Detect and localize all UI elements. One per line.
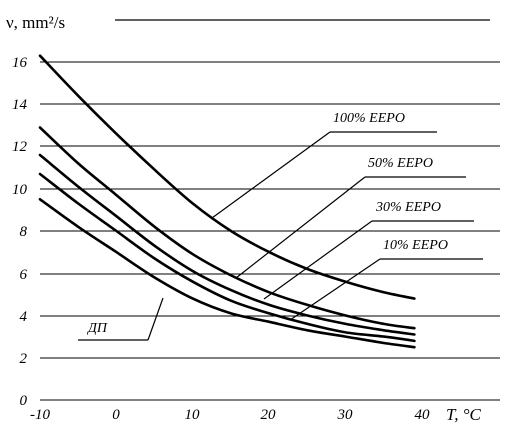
series-label-dp: ДП <box>86 321 108 336</box>
x-tick-label: -10 <box>30 407 50 423</box>
series-line-30-eepo <box>38 153 416 336</box>
y-tick-label: 2 <box>20 351 28 367</box>
label-layer: 100% EEPO 50% EEPO 30% EEPO 10% EEPO ДП <box>78 111 483 341</box>
y-tick-label: 0 <box>20 393 28 409</box>
label-leader-10-eepo <box>289 258 381 321</box>
label-leader-100-eepo <box>211 131 331 219</box>
label-leader-dp <box>147 297 164 341</box>
series-label-10-eepo: 10% EEPO <box>383 238 448 253</box>
x-axis-title: T, °C <box>446 405 481 424</box>
x-tick-label: 10 <box>185 407 201 423</box>
series-line-100-eepo <box>38 54 416 300</box>
y-tick-label: 4 <box>20 309 28 325</box>
label-leader-30-eepo <box>263 220 373 300</box>
y-tick-label: 6 <box>20 267 28 283</box>
series-line-dp <box>38 198 416 349</box>
series-line-10-eepo <box>38 172 416 343</box>
y-tick-label: 16 <box>12 55 28 71</box>
series-line-50-eepo <box>38 126 416 330</box>
x-tick-label: 30 <box>337 407 354 423</box>
series-label-30-eepo: 30% EEPO <box>375 200 441 215</box>
y-axis-title: ν, mm²/s <box>6 13 65 32</box>
label-leader-50-eepo <box>235 176 366 279</box>
line-layer <box>38 54 416 349</box>
grid-layer <box>40 19 500 401</box>
series-label-50-eepo: 50% EEPO <box>368 156 433 171</box>
y-tick-label: 12 <box>12 139 28 155</box>
y-tick-label: 8 <box>20 224 28 240</box>
x-tick-label: 0 <box>112 407 120 423</box>
y-tick-label: 10 <box>12 182 28 198</box>
series-label-100-eepo: 100% EEPO <box>333 111 405 126</box>
x-tick-label: 40 <box>415 407 431 423</box>
x-tick-label: 20 <box>261 407 277 423</box>
y-tick-label: 14 <box>12 97 28 113</box>
